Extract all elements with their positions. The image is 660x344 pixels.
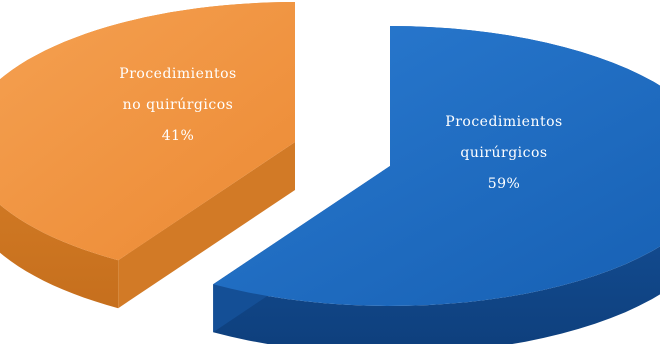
slice-label: Procedimientos quirúrgicos 59% [445,114,562,192]
slice-value-label: 59% [488,176,521,192]
slice-category-label: Procedimientos [445,114,562,130]
slice-label: Procedimientos no quirúrgicos 41% [119,66,236,144]
pie-slice [213,26,660,306]
pie-slice-cut [118,142,295,309]
pie-slice-group [0,2,295,309]
slice-category-label: no quirúrgicos [123,97,234,113]
slice-category-label: quirúrgicos [460,145,547,161]
slice-category-label: Procedimientos [119,66,236,82]
pie-slice-side [213,26,660,344]
pie-slice-group [213,26,660,344]
pie-slice [0,2,295,261]
slice-value-label: 41% [162,128,195,144]
